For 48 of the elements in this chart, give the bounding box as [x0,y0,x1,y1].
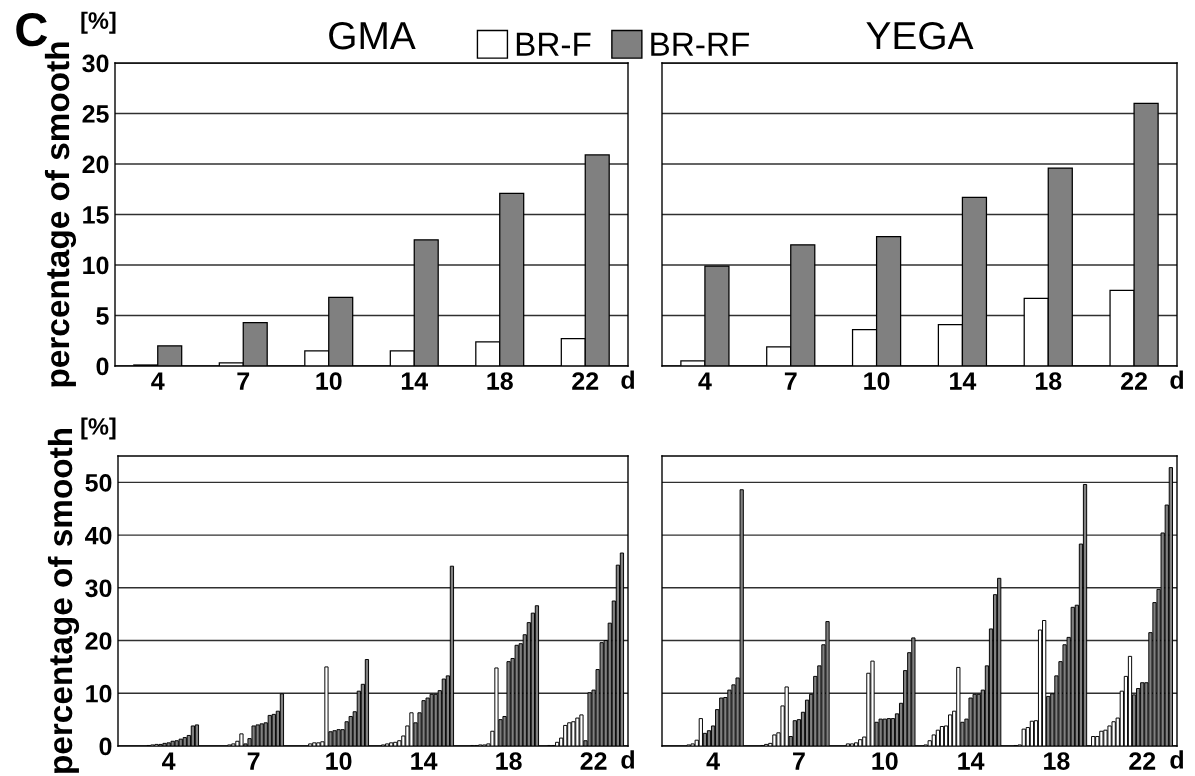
y-tick-label: 0 [96,357,109,376]
legend-label: BR-F [516,32,591,56]
x-tick-label: 10 [872,752,898,770]
y-axis-title: percentage of smooth [47,428,80,773]
x-tick-label: 18 [1044,752,1070,770]
x-tick-label: 22 [1121,372,1147,390]
x-tick-label: 14 [950,372,977,390]
x-tick-label: 7 [237,372,250,390]
y-tick-label: 10 [83,256,109,275]
x-tick-label: 14 [401,372,429,390]
x-axis-title: d [1170,750,1183,769]
x-axis-title: d [1170,370,1183,389]
x-tick-label: 18 [487,372,513,390]
y-tick-label: 30 [85,579,112,598]
x-tick-label: 7 [793,752,805,770]
x-axis-title: d [621,750,634,769]
x-tick-label: 22 [572,372,599,390]
y-tick-label: 5 [96,307,109,325]
chart-title: YEGA [866,21,974,50]
x-tick-label: 10 [326,752,352,770]
y-tick-label: 20 [82,155,109,174]
x-tick-label: 10 [864,372,890,390]
y-tick-label: 30 [82,54,109,73]
x-tick-label: 7 [247,752,260,770]
y-tick-label: 0 [99,737,112,756]
x-tick-label: 14 [411,752,438,770]
x-tick-label: 18 [496,752,522,770]
y-tick-label: 20 [85,632,112,650]
x-tick-label: 7 [784,372,797,390]
x-tick-label: 4 [698,372,712,390]
y-tick-label: 40 [85,526,112,545]
x-tick-label: 22 [1129,752,1156,770]
y-tick-label: 50 [85,473,112,492]
x-tick-label: 4 [151,372,165,390]
y-tick-label: 25 [82,105,109,123]
x-tick-label: 4 [706,752,720,770]
x-tick-label: 4 [162,752,176,770]
y-tick-label: 10 [86,684,112,703]
x-tick-label: 18 [1035,372,1062,390]
x-tick-label: 10 [316,372,342,390]
text: [%] [81,417,116,440]
x-axis-title: d [621,370,634,389]
x-tick-label: 14 [958,752,985,770]
legend-label: BR-RF [651,32,750,56]
text: [%] [81,11,116,34]
y-tick-label: 15 [83,206,109,224]
x-tick-label: 22 [580,752,607,770]
chart-title: GMA [329,21,416,50]
